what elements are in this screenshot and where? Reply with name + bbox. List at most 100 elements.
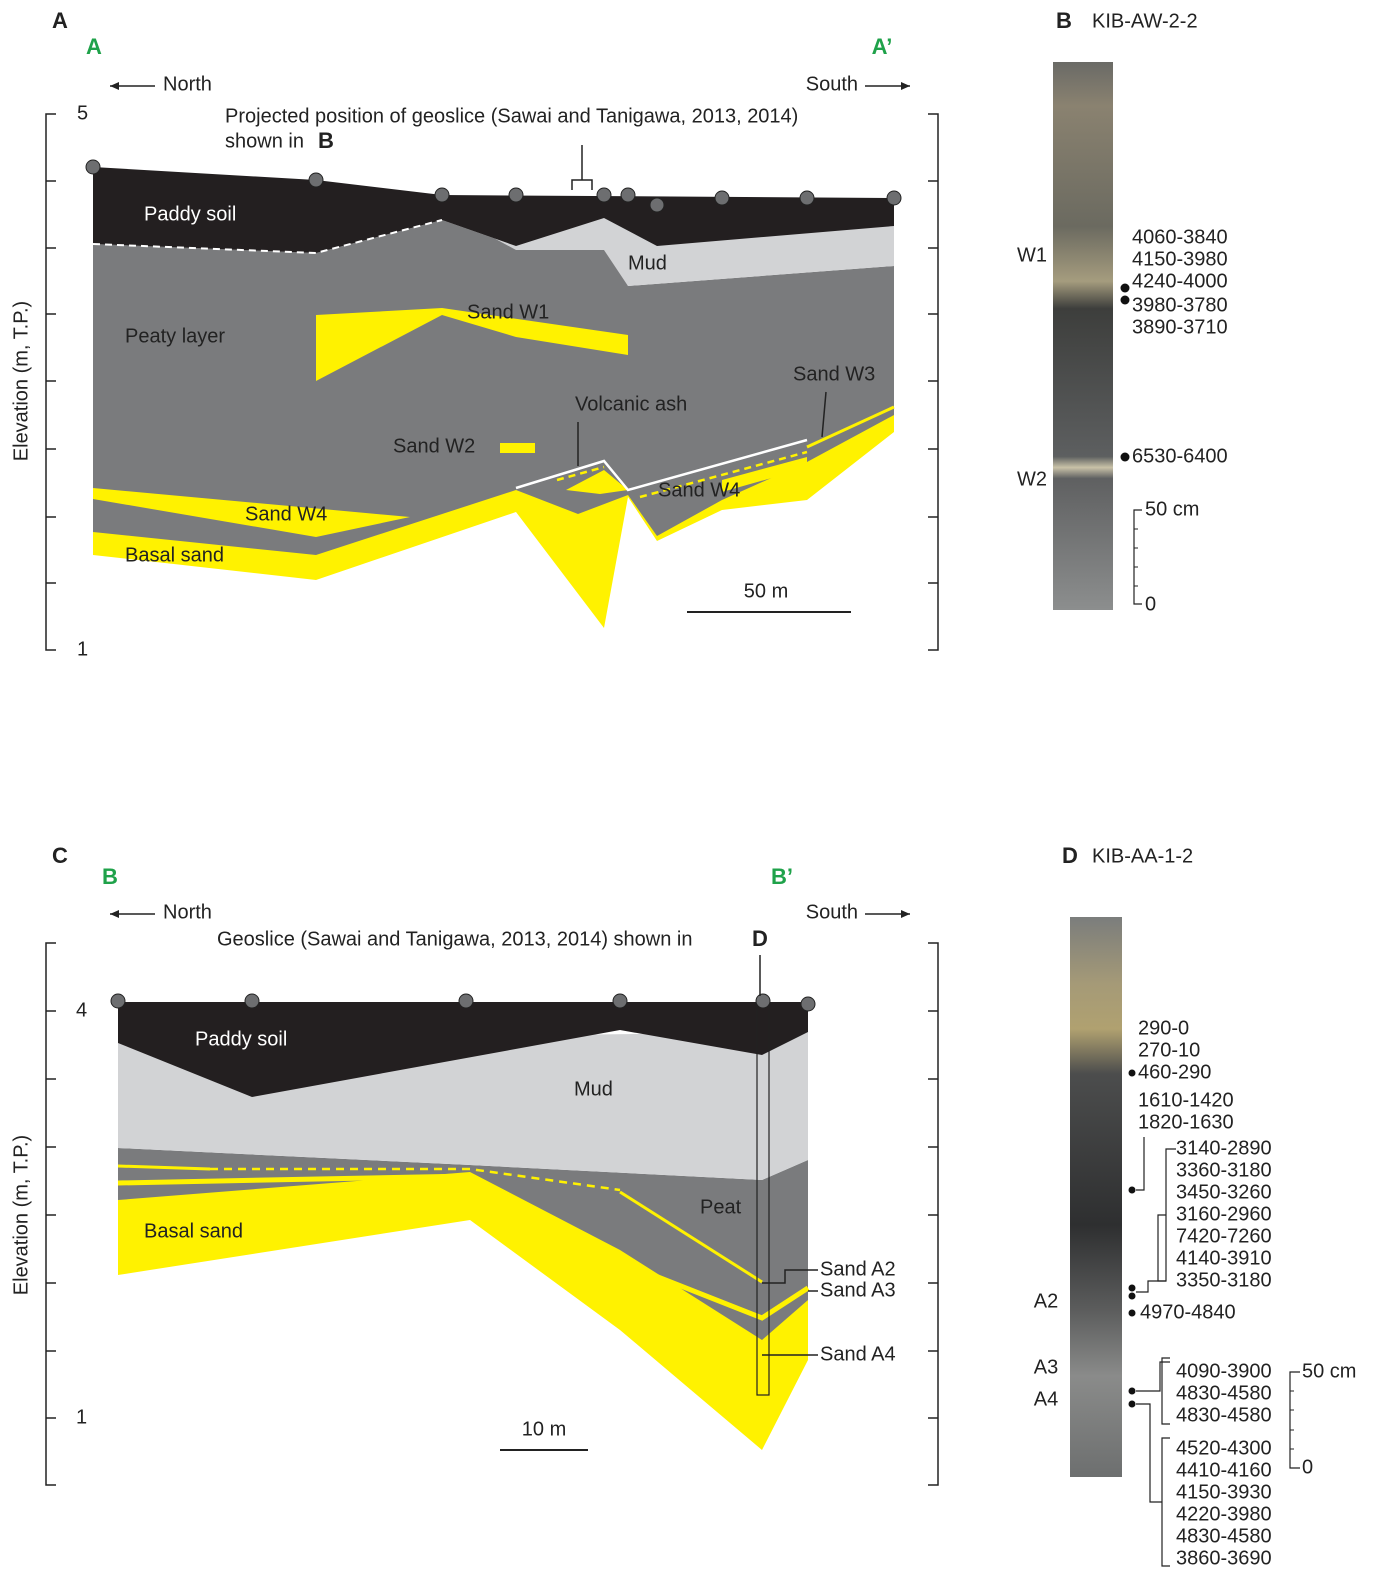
survey-point	[459, 994, 473, 1008]
label: D	[1062, 843, 1078, 868]
age-label: 3350-3180	[1176, 1269, 1272, 1291]
age-label: 4090-3900	[1176, 1360, 1272, 1382]
label: A4	[1034, 1388, 1058, 1410]
survey-point	[613, 994, 627, 1008]
label: Sand W4	[658, 479, 740, 501]
y-axis-title: Elevation (m, T.P.)	[10, 1135, 32, 1295]
age-label: 4830-4580	[1176, 1382, 1272, 1404]
survey-point	[650, 198, 664, 212]
bracket	[1136, 1362, 1170, 1391]
age-label: 6530-6400	[1132, 445, 1228, 467]
label: Volcanic ash	[575, 393, 687, 415]
label: 10 m	[522, 1418, 566, 1440]
label: Geoslice (Sawai and Tanigawa, 2013, 2014…	[217, 928, 693, 950]
scale-ruler	[1134, 510, 1142, 604]
age-label: 460-290	[1138, 1061, 1211, 1083]
bracket	[1162, 1358, 1170, 1424]
sample-dot	[1129, 1293, 1136, 1300]
survey-point	[309, 173, 323, 187]
survey-point	[801, 997, 815, 1011]
bracket	[1158, 1149, 1176, 1281]
label: North	[163, 73, 212, 95]
arrow-head	[901, 910, 910, 918]
label: Sand W1	[467, 301, 549, 323]
label: Peaty layer	[125, 325, 225, 347]
age-label: 4220-3980	[1176, 1503, 1272, 1525]
scale-ruler	[1290, 1372, 1300, 1468]
label: A3	[1034, 1356, 1058, 1378]
label: Mud	[628, 252, 667, 274]
label: 4	[76, 999, 87, 1021]
survey-point	[86, 160, 100, 174]
label: Basal sand	[125, 544, 224, 566]
sample-dot	[1121, 453, 1130, 462]
age-label: 4140-3910	[1176, 1247, 1272, 1269]
bracket	[1162, 1438, 1170, 1566]
label: B	[318, 128, 334, 153]
label: KIB-AA-1-2	[1092, 845, 1193, 867]
label: 0	[1145, 593, 1156, 615]
sample-dot	[1129, 1401, 1136, 1408]
label: Sand W4	[245, 503, 327, 525]
bracket	[1136, 1404, 1162, 1502]
sample-dot	[1129, 1070, 1136, 1077]
label: Peat	[700, 1196, 742, 1218]
label: A2	[1034, 1290, 1058, 1312]
age-label: 3450-3260	[1176, 1181, 1272, 1203]
label: 1	[77, 638, 88, 660]
age-label: 7420-7260	[1176, 1225, 1272, 1247]
sample-dot	[1129, 1310, 1136, 1317]
survey-point	[800, 191, 814, 205]
age-label: 290-0	[1138, 1017, 1189, 1039]
label: 1	[76, 1406, 87, 1428]
age-label: 4970-4840	[1140, 1301, 1236, 1323]
bracket	[1136, 1281, 1166, 1292]
sample-dot	[1129, 1285, 1136, 1292]
y-axis-title: Elevation (m, T.P.)	[10, 301, 32, 461]
label: A’	[872, 34, 893, 59]
arrow-head	[110, 910, 119, 918]
label: W1	[1017, 244, 1047, 266]
arrow-head	[110, 82, 119, 90]
label: 5	[77, 102, 88, 124]
age-label: 4060-3840	[1132, 226, 1228, 248]
sample-dot	[1121, 284, 1130, 293]
age-label: 3140-2890	[1176, 1137, 1272, 1159]
core-photo	[1053, 62, 1113, 610]
age-label: 3160-2960	[1176, 1203, 1272, 1225]
age-label: 4830-4580	[1176, 1525, 1272, 1547]
label: Sand W3	[793, 363, 875, 385]
age-label: 3890-3710	[1132, 316, 1228, 338]
age-label: 4150-3930	[1176, 1481, 1272, 1503]
label: D	[752, 926, 768, 951]
age-label: 3360-3180	[1176, 1159, 1272, 1181]
age-label: 1610-1420	[1138, 1089, 1234, 1111]
axis-bracket	[46, 943, 56, 1485]
age-label: 1820-1630	[1138, 1111, 1234, 1133]
axis-bracket	[928, 114, 938, 650]
label: Sand W2	[393, 435, 475, 457]
label: C	[52, 843, 68, 868]
survey-point	[509, 188, 523, 202]
survey-point	[245, 994, 259, 1008]
age-label: 3860-3690	[1176, 1547, 1272, 1569]
age-label: 4520-4300	[1176, 1437, 1272, 1459]
sample-dot	[1129, 1388, 1136, 1395]
age-label: 3980-3780	[1132, 294, 1228, 316]
label: 50 cm	[1145, 498, 1199, 520]
survey-point	[435, 188, 449, 202]
figure: AAA’NorthSouth51Projected position of ge…	[0, 0, 1389, 1580]
label: Basal sand	[144, 1220, 243, 1242]
label: A	[86, 34, 102, 59]
label: B’	[771, 864, 793, 889]
label: KIB-AW-2-2	[1092, 10, 1198, 32]
sample-dot	[1121, 296, 1130, 305]
label: Sand A4	[820, 1343, 896, 1365]
survey-point	[621, 188, 635, 202]
age-label: 270-10	[1138, 1039, 1200, 1061]
label: 50 cm	[1302, 1360, 1356, 1382]
sample-dot	[1129, 1187, 1136, 1194]
sand-w2	[500, 443, 535, 453]
bracket	[1136, 1137, 1144, 1190]
age-label: 4240-4000	[1132, 270, 1228, 292]
